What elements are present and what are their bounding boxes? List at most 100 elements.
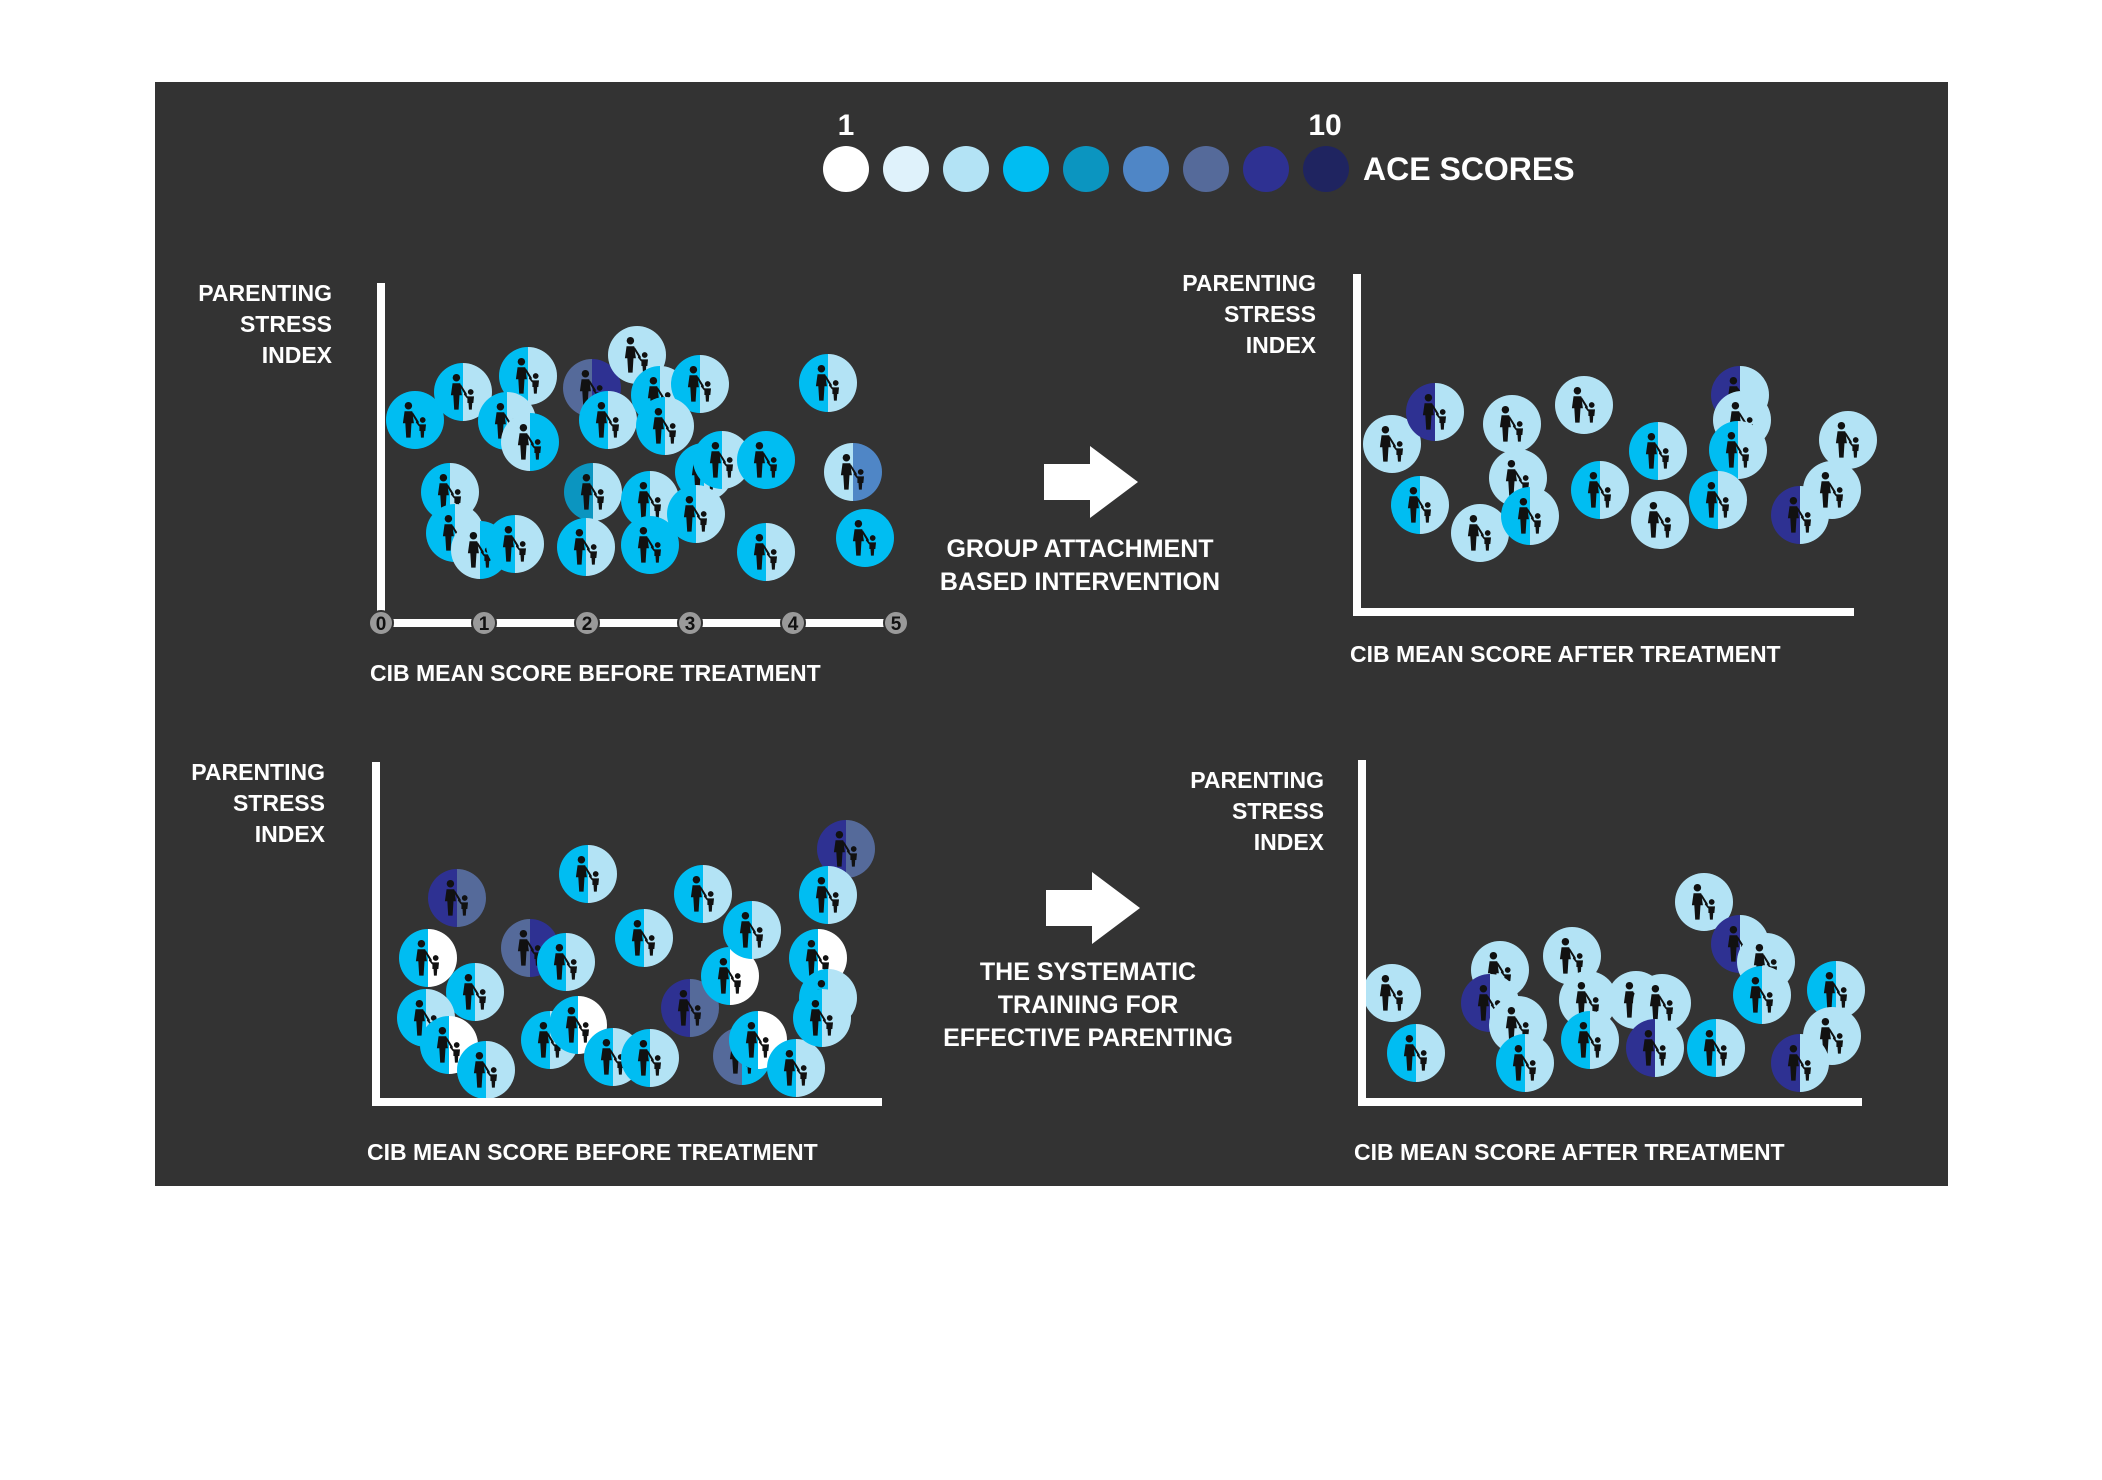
legend-dot-3 <box>943 146 989 192</box>
family-circles <box>386 326 894 581</box>
family-circle <box>537 933 595 991</box>
legend-dot-5 <box>1063 146 1109 192</box>
family-circle <box>799 354 857 412</box>
family-circle <box>793 989 851 1047</box>
family-circle <box>1451 504 1509 562</box>
legend-high-label: 10 <box>1308 109 1341 142</box>
svg-text:3: 3 <box>685 614 696 635</box>
x-tick-5: 5 <box>883 610 909 636</box>
family-circle <box>1501 487 1559 545</box>
svg-text:PARENTING: PARENTING <box>1190 767 1324 793</box>
family-circle <box>446 963 504 1021</box>
family-circle <box>1689 471 1747 529</box>
svg-text:PARENTING: PARENTING <box>1182 270 1316 296</box>
chart-top-before: PARENTING STRESS INDEX 0 1 2 3 4 5 CIB MEAN S… <box>198 280 909 686</box>
family-circle <box>615 909 673 967</box>
family-circle <box>457 1041 515 1099</box>
family-circle <box>1626 1019 1684 1077</box>
svg-text:BASED INTERVENTION: BASED INTERVENTION <box>940 568 1220 596</box>
x-axis-label: CIB MEAN SCORE AFTER TREATMENT <box>1354 1139 1785 1165</box>
family-circle <box>1733 966 1791 1024</box>
legend-dot-4 <box>1003 146 1049 192</box>
svg-text:TRAINING FOR: TRAINING FOR <box>998 991 1179 1019</box>
legend-low-label: 1 <box>838 109 855 142</box>
svg-text:INDEX: INDEX <box>262 342 333 368</box>
family-circle <box>1483 395 1541 453</box>
family-circle <box>1406 383 1464 441</box>
svg-text:5: 5 <box>891 614 902 635</box>
y-axis-label: PARENTING STRESS INDEX <box>1190 767 1324 855</box>
x-axis-ticks: 0 1 2 3 4 5 <box>368 610 909 636</box>
family-circle <box>1771 1034 1829 1092</box>
family-circle <box>1363 964 1421 1022</box>
family-circles <box>1363 873 1865 1092</box>
family-circle <box>1709 421 1767 479</box>
svg-text:1: 1 <box>479 614 490 635</box>
svg-text:INDEX: INDEX <box>255 821 326 847</box>
family-circle <box>636 397 694 455</box>
right-arrow-icon <box>1044 446 1138 518</box>
legend-dot-1 <box>823 146 869 192</box>
svg-text:PARENTING: PARENTING <box>191 759 325 785</box>
right-arrow-icon <box>1046 872 1140 944</box>
family-circle <box>1387 1024 1445 1082</box>
x-tick-2: 2 <box>574 610 600 636</box>
ace-legend: 1 10 ACE SCORES <box>823 109 1575 192</box>
family-circle <box>1391 476 1449 534</box>
family-circle <box>428 869 486 927</box>
svg-text:GROUP ATTACHMENT: GROUP ATTACHMENT <box>946 535 1213 563</box>
y-axis-label: PARENTING STRESS INDEX <box>191 759 325 847</box>
legend-dot-6 <box>1123 146 1169 192</box>
family-circle <box>667 485 725 543</box>
svg-text:PARENTING: PARENTING <box>198 280 332 306</box>
svg-text:0: 0 <box>376 614 387 635</box>
chart-bottom-after: PARENTING STRESS INDEX CIB MEAN SCORE AF… <box>1190 760 1865 1165</box>
family-circle <box>399 929 457 987</box>
x-axis-label: CIB MEAN SCORE AFTER TREATMENT <box>1350 641 1781 667</box>
family-circle <box>1571 461 1629 519</box>
intervention-systematic-training: THE SYSTEMATIC TRAINING FOR EFFECTIVE PA… <box>943 872 1233 1052</box>
svg-text:4: 4 <box>788 614 799 635</box>
family-circle <box>621 1029 679 1087</box>
family-circle <box>559 845 617 903</box>
family-circle <box>723 901 781 959</box>
legend-dot-8 <box>1243 146 1289 192</box>
family-circle <box>579 391 637 449</box>
chart-bottom-before: PARENTING STRESS INDEX CIB MEAN SCORE BE… <box>191 759 882 1165</box>
family-circle <box>1819 411 1877 469</box>
family-circle <box>1631 491 1689 549</box>
legend-color-scale <box>823 146 1349 192</box>
legend-dot-9 <box>1303 146 1349 192</box>
family-circle <box>737 523 795 581</box>
svg-text:STRESS: STRESS <box>1232 798 1324 824</box>
svg-text:2: 2 <box>582 614 593 635</box>
legend-title: ACE SCORES <box>1363 151 1575 187</box>
family-circle <box>1561 1011 1619 1069</box>
family-circle <box>767 1039 825 1097</box>
family-circle <box>557 518 615 576</box>
svg-text:STRESS: STRESS <box>240 311 332 337</box>
chart-top-after: PARENTING STRESS INDEX CIB MEAN SCORE AF… <box>1182 270 1877 667</box>
intervention-group-attachment: GROUP ATTACHMENT BASED INTERVENTION <box>940 446 1220 596</box>
svg-text:INDEX: INDEX <box>1246 332 1317 358</box>
svg-text:EFFECTIVE PARENTING: EFFECTIVE PARENTING <box>943 1024 1233 1052</box>
legend-dot-7 <box>1183 146 1229 192</box>
legend-dot-2 <box>883 146 929 192</box>
family-circle <box>1687 1019 1745 1077</box>
y-axis-label: PARENTING STRESS INDEX <box>198 280 332 368</box>
x-tick-4: 4 <box>780 610 806 636</box>
family-circle <box>1629 422 1687 480</box>
x-axis-label: CIB MEAN SCORE BEFORE TREATMENT <box>370 660 821 686</box>
x-tick-1: 1 <box>471 610 497 636</box>
family-circles <box>1363 366 1877 562</box>
family-circle <box>1803 461 1861 519</box>
svg-text:STRESS: STRESS <box>233 790 325 816</box>
family-circle <box>737 431 795 489</box>
family-circle <box>674 865 732 923</box>
x-axis-label: CIB MEAN SCORE BEFORE TREATMENT <box>367 1139 818 1165</box>
svg-text:THE SYSTEMATIC: THE SYSTEMATIC <box>980 958 1196 986</box>
family-circles <box>397 820 875 1099</box>
svg-text:STRESS: STRESS <box>1224 301 1316 327</box>
family-circle <box>564 463 622 521</box>
